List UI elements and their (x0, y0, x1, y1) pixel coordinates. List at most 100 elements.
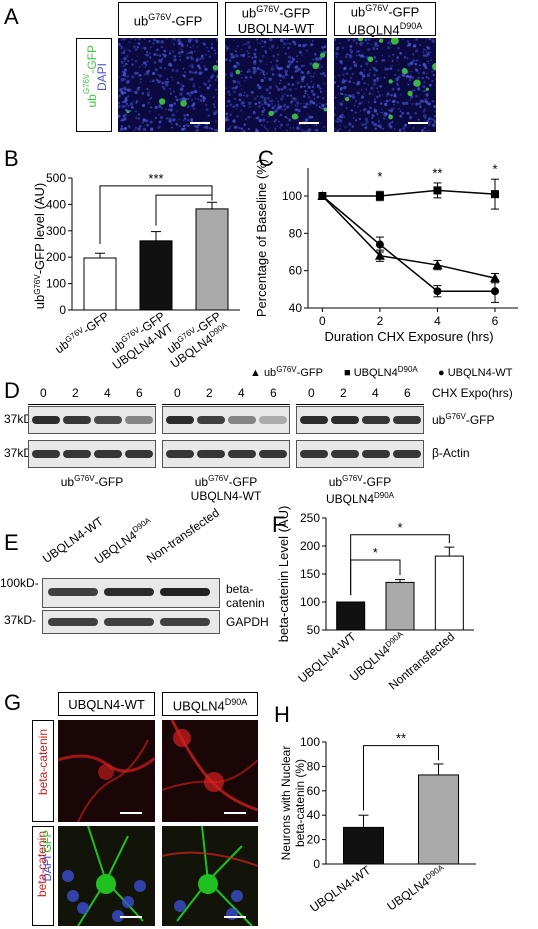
dapi-nucleus (407, 73, 409, 75)
time-label: 0 (174, 386, 181, 400)
dapi-nucleus (407, 83, 410, 86)
dapi-nucleus (279, 123, 284, 127)
dapi-nucleus (134, 38, 137, 41)
dapi-nucleus (300, 103, 302, 105)
dapi-nucleus (277, 103, 280, 106)
dapi-nucleus (274, 105, 276, 107)
dapi-nucleus (411, 89, 414, 92)
dapi-nucleus (213, 49, 216, 52)
dapi-nucleus (386, 67, 390, 71)
nucleus (226, 908, 238, 920)
dapi-nucleus (296, 55, 298, 57)
dapi-nucleus (216, 75, 218, 79)
protein-band (300, 450, 328, 458)
panel-a-col-2-header: ubG76V-GFP UBQLN4-WT (225, 2, 327, 36)
dapi-nucleus (429, 129, 431, 131)
dapi-nucleus (232, 105, 235, 108)
cell-body (198, 874, 218, 894)
dapi-nucleus (204, 67, 208, 72)
panel-g-image-4-art (162, 826, 258, 926)
dapi-nucleus (249, 45, 251, 47)
dapi-nucleus (373, 73, 376, 77)
dapi-nucleus (135, 110, 137, 113)
significance-label: * (373, 545, 378, 560)
dapi-nucleus (123, 56, 127, 61)
dapi-nucleus (414, 62, 418, 66)
dapi-nucleus (348, 53, 351, 57)
dapi-nucleus (395, 82, 399, 86)
dapi-nucleus (402, 127, 405, 130)
dapi-nucleus (146, 73, 150, 76)
bar (434, 555, 464, 631)
dapi-nucleus (202, 96, 207, 101)
dapi-nucleus (309, 100, 314, 104)
dapi-nucleus (431, 40, 435, 44)
dapi-nucleus (235, 85, 238, 89)
nucleus (77, 902, 89, 914)
dapi-nucleus (361, 95, 365, 99)
dapi-nucleus (192, 84, 196, 88)
legend-entry: ■ UBQLN4D90A (344, 365, 418, 379)
dapi-nucleus (323, 45, 327, 48)
dapi-nucleus (334, 107, 337, 109)
dapi-nucleus (319, 102, 321, 105)
dapi-nucleus (365, 88, 368, 91)
dapi-nucleus (262, 106, 265, 109)
dapi-nucleus (352, 117, 355, 119)
dapi-nucleus (367, 47, 371, 52)
dapi-nucleus (227, 127, 230, 131)
significance-label: * (377, 169, 382, 184)
dapi-nucleus (149, 127, 154, 131)
significance-label: * (397, 520, 402, 535)
dapi-nucleus (382, 127, 385, 130)
dapi-nucleus (236, 45, 240, 48)
dapi-nucleus (386, 92, 390, 96)
dapi-nucleus (240, 127, 244, 130)
dapi-nucleus (373, 78, 377, 82)
dapi-nucleus (325, 103, 327, 106)
dapi-nucleus (225, 87, 227, 90)
dapi-nucleus (287, 60, 291, 64)
dapi-nucleus (158, 104, 162, 108)
dapi-nucleus (233, 39, 235, 41)
dapi-nucleus (286, 89, 288, 91)
dapi-nucleus (122, 128, 125, 130)
dapi-nucleus (406, 101, 408, 104)
dapi-nucleus (163, 53, 167, 58)
dapi-nucleus (252, 61, 257, 66)
dapi-nucleus (357, 91, 360, 95)
dapi-nucleus (187, 97, 190, 100)
y-tick-label: 40 (307, 808, 321, 822)
dapi-nucleus (158, 49, 160, 51)
dapi-nucleus (334, 113, 336, 116)
dapi-nucleus (350, 50, 354, 53)
dapi-nucleus (300, 64, 304, 68)
dapi-nucleus (123, 68, 127, 72)
dapi-nucleus (405, 74, 410, 79)
dapi-nucleus (260, 95, 264, 99)
dapi-nucleus (422, 109, 426, 113)
time-label: 2 (340, 386, 347, 400)
dapi-nucleus (296, 101, 300, 105)
panel-letter-g: G (4, 690, 22, 715)
dapi-nucleus (190, 91, 194, 95)
chart-c: 40 60 80 100 0 2 4 6 Percentage of Baseline (%) D… (250, 159, 518, 379)
dapi-nucleus (339, 59, 343, 64)
dapi-nucleus (373, 100, 377, 104)
dapi-nucleus (132, 101, 134, 103)
scale-bar (190, 122, 210, 124)
protein-band (228, 450, 256, 458)
dapi-nucleus (432, 118, 436, 122)
dapi-nucleus (127, 60, 130, 62)
y-tick-label: 20 (307, 833, 321, 847)
dapi-nucleus (409, 116, 413, 120)
dapi-nucleus (376, 87, 379, 90)
dapi-nucleus (247, 68, 251, 72)
dapi-nucleus (226, 49, 228, 51)
dapi-nucleus (262, 73, 265, 76)
dapi-nucleus (143, 72, 147, 76)
dapi-nucleus (123, 49, 126, 52)
dapi-nucleus (199, 94, 203, 98)
dapi-nucleus (122, 115, 125, 118)
dapi-nucleus (149, 56, 152, 59)
